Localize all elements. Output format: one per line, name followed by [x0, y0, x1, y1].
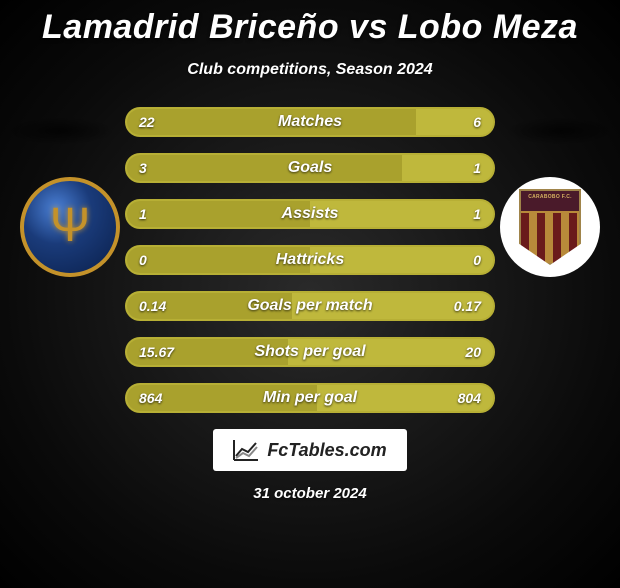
- stat-row: 11Assists: [125, 199, 495, 229]
- stat-value-left: 1: [139, 206, 147, 222]
- footer: FcTables.com 31 october 2024: [0, 429, 620, 502]
- stat-value-left: 0.14: [139, 298, 166, 314]
- stats-list: 226Matches31Goals11Assists00Hattricks0.1…: [125, 107, 495, 413]
- stat-value-left: 864: [139, 390, 162, 406]
- trident-icon: Ψ: [50, 198, 90, 253]
- team-right-badge: [500, 177, 600, 277]
- brand-chart-icon: [233, 439, 259, 461]
- stat-value-left: 0: [139, 252, 147, 268]
- shadow-right: [505, 117, 615, 145]
- stat-value-left: 3: [139, 160, 147, 176]
- stat-bar-right: [310, 247, 493, 273]
- stat-bar-right: [310, 201, 493, 227]
- stat-value-right: 804: [458, 390, 481, 406]
- stat-bar-right: [416, 109, 493, 135]
- brand-label: FcTables.com: [267, 440, 386, 461]
- stat-row: 31Goals: [125, 153, 495, 183]
- stat-value-left: 22: [139, 114, 155, 130]
- stat-bar-left: [127, 247, 310, 273]
- stat-value-right: 6: [473, 114, 481, 130]
- date-label: 31 october 2024: [0, 485, 620, 502]
- stat-bar-left: [127, 155, 402, 181]
- stat-row: 00Hattricks: [125, 245, 495, 275]
- page-subtitle: Club competitions, Season 2024: [0, 61, 620, 79]
- stat-row: 226Matches: [125, 107, 495, 137]
- team-left-badge: Ψ: [20, 177, 120, 277]
- stat-value-right: 1: [473, 206, 481, 222]
- stat-value-right: 1: [473, 160, 481, 176]
- shield-icon: [519, 189, 581, 265]
- stat-value-right: 0: [473, 252, 481, 268]
- shadow-left: [5, 117, 115, 145]
- page-title: Lamadrid Briceño vs Lobo Meza: [0, 8, 620, 47]
- stat-value-right: 0.17: [454, 298, 481, 314]
- brand-badge[interactable]: FcTables.com: [213, 429, 406, 471]
- stat-value-right: 20: [465, 344, 481, 360]
- stat-row: 864804Min per goal: [125, 383, 495, 413]
- stat-row: 15.6720Shots per goal: [125, 337, 495, 367]
- content-area: Ψ 226Matches31Goals11Assists00Hattricks0…: [0, 107, 620, 413]
- stat-bar-right: [288, 339, 493, 365]
- stat-value-left: 15.67: [139, 344, 174, 360]
- stat-row: 0.140.17Goals per match: [125, 291, 495, 321]
- stat-bar-left: [127, 109, 416, 135]
- stat-bar-left: [127, 201, 310, 227]
